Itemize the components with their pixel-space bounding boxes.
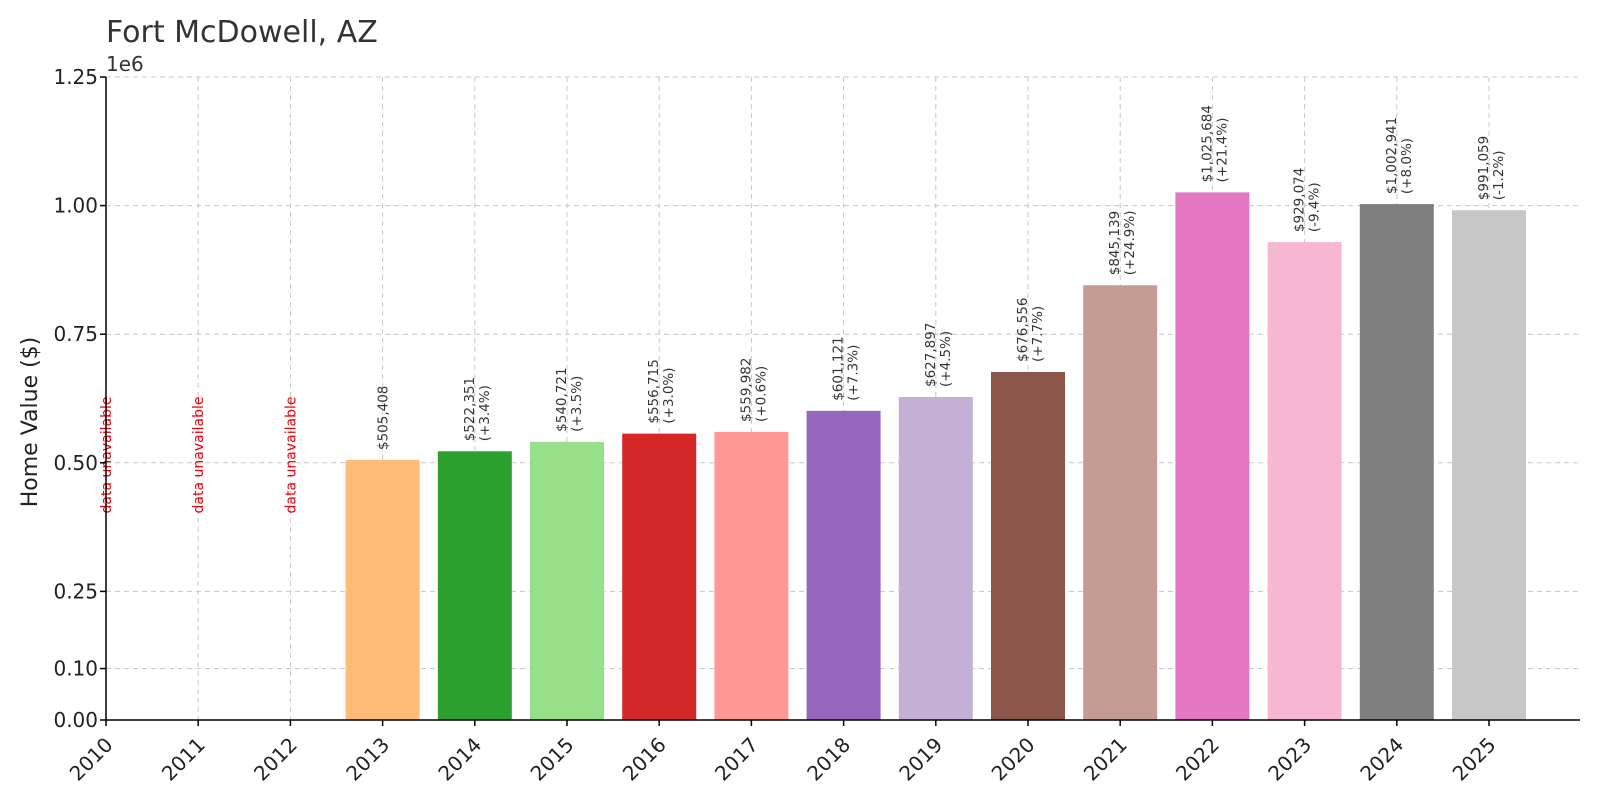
bar-value-text: $505,408 bbox=[376, 386, 392, 450]
y-tick-label: 1.00 bbox=[53, 194, 98, 218]
bar-value-text: $929,074 bbox=[1292, 168, 1308, 232]
value-label-2013: $505,408 bbox=[376, 386, 392, 450]
bar-change-text: (+4.5%) bbox=[938, 331, 954, 387]
bar-change-text: (+3.0%) bbox=[661, 367, 677, 423]
bar-value-text: $601,121 bbox=[831, 336, 847, 400]
bar-2016 bbox=[622, 433, 697, 720]
bar-value-text: $627,897 bbox=[923, 323, 939, 387]
data-unavailable-2010: data unavailable bbox=[99, 397, 115, 514]
y-tick-label: 0.50 bbox=[53, 451, 98, 475]
bar-value-text: $991,059 bbox=[1476, 136, 1492, 200]
y-tick-label: 1.25 bbox=[53, 65, 98, 89]
bar-value-text: $522,351 bbox=[462, 377, 478, 441]
value-label-2019: $627,897(+4.5%) bbox=[923, 323, 954, 387]
bar-change-text: (+24.9%) bbox=[1122, 211, 1138, 276]
bar-value-text: $556,715 bbox=[646, 359, 662, 423]
x-tick-label-2016: 2016 bbox=[618, 733, 671, 786]
bars bbox=[345, 192, 1526, 720]
x-tick-label-2011: 2011 bbox=[157, 733, 210, 786]
value-label-2024: $1,002,941(+8.0%) bbox=[1384, 117, 1415, 194]
value-label-2021: $845,139(+24.9%) bbox=[1107, 211, 1138, 276]
chart-title: Fort McDowell, AZ bbox=[106, 15, 378, 50]
bar-2014 bbox=[437, 451, 512, 720]
x-tick-label-2025: 2025 bbox=[1448, 733, 1501, 786]
x-tick-label-2021: 2021 bbox=[1079, 733, 1132, 786]
x-tick-label-2020: 2020 bbox=[987, 733, 1040, 786]
bar-2015 bbox=[530, 441, 604, 720]
bar-2013 bbox=[345, 460, 420, 720]
bar-change-text: (+3.5%) bbox=[569, 376, 585, 432]
bar-value-text: $540,721 bbox=[554, 367, 570, 431]
bar-2022 bbox=[1175, 192, 1250, 720]
bar-value-text: $1,002,941 bbox=[1384, 117, 1400, 194]
bar-2017 bbox=[714, 431, 789, 720]
bar-change-text: (+7.3%) bbox=[846, 345, 862, 401]
y-tick-label: 0.10 bbox=[53, 657, 98, 681]
bar-change-text: (+0.6%) bbox=[753, 366, 769, 422]
data-unavailable-2012: data unavailable bbox=[283, 397, 299, 514]
x-tick-label-2017: 2017 bbox=[710, 733, 763, 786]
bar-2020 bbox=[991, 371, 1065, 720]
value-label-2023: $929,074(-9.4%) bbox=[1292, 168, 1323, 232]
bar-change-text: (+7.7%) bbox=[1030, 306, 1046, 362]
value-label-2017: $559,982(+0.6%) bbox=[738, 358, 769, 422]
x-tick-label-2022: 2022 bbox=[1171, 733, 1224, 786]
value-label-2015: $540,721(+3.5%) bbox=[554, 367, 585, 431]
x-tick-label-2013: 2013 bbox=[341, 733, 394, 786]
x-tick-label-2012: 2012 bbox=[249, 733, 302, 786]
x-tick-label-2014: 2014 bbox=[433, 733, 486, 786]
value-label-2025: $991,059(-1.2%) bbox=[1476, 136, 1507, 200]
data-unavailable-2011: data unavailable bbox=[191, 397, 207, 514]
value-label-2014: $522,351(+3.4%) bbox=[462, 377, 493, 441]
x-tick-label-2023: 2023 bbox=[1263, 733, 1316, 786]
value-label-2020: $676,556(+7.7%) bbox=[1015, 298, 1046, 362]
bar-2023 bbox=[1267, 242, 1342, 720]
bar-value-text: $676,556 bbox=[1015, 298, 1031, 362]
x-tick-label-2015: 2015 bbox=[526, 733, 579, 786]
y-tick-label: 0.25 bbox=[53, 579, 98, 603]
bar-2019 bbox=[898, 397, 973, 720]
x-tick-label-2024: 2024 bbox=[1355, 733, 1408, 786]
bar-change-text: (-1.2%) bbox=[1491, 150, 1507, 200]
bar-2018 bbox=[806, 410, 881, 720]
value-label-2018: $601,121(+7.3%) bbox=[831, 336, 862, 400]
bar-2024 bbox=[1359, 204, 1434, 720]
x-tick-label-2019: 2019 bbox=[894, 733, 947, 786]
y-axis-label: Home Value ($) bbox=[18, 337, 43, 508]
bar-value-text: $559,982 bbox=[738, 358, 754, 422]
x-tick-label-2010: 2010 bbox=[65, 733, 118, 786]
bar-2025 bbox=[1452, 210, 1526, 720]
bar-change-text: (+8.0%) bbox=[1399, 138, 1415, 194]
bar-change-text: (+21.4%) bbox=[1214, 118, 1230, 183]
bar-labels: data unavailable data unavailable data una… bbox=[99, 105, 1507, 513]
bar-change-text: (+3.4%) bbox=[477, 385, 493, 441]
value-label-2016: $556,715(+3.0%) bbox=[646, 359, 677, 423]
y-tick-label: 0.75 bbox=[53, 322, 98, 346]
x-tick-label-2018: 2018 bbox=[802, 733, 855, 786]
bar-2021 bbox=[1083, 285, 1158, 720]
bar-value-text: $845,139 bbox=[1107, 211, 1123, 275]
value-label-2022: $1,025,684(+21.4%) bbox=[1199, 105, 1230, 182]
bar-value-text: $1,025,684 bbox=[1199, 105, 1215, 182]
y-axis-offset-label: 1e6 bbox=[106, 52, 144, 76]
y-tick-label: 0.00 bbox=[53, 708, 98, 732]
bar-change-text: (-9.4%) bbox=[1307, 182, 1323, 232]
